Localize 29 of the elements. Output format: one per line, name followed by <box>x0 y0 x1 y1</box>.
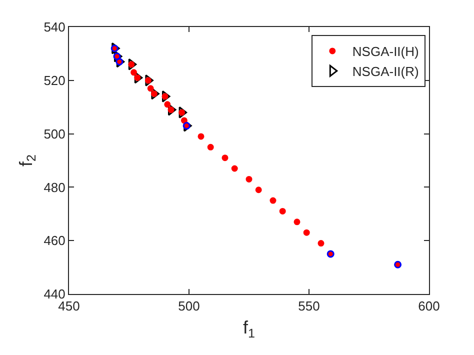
point <box>222 154 228 162</box>
legend-label: NSGA-II(H) <box>352 44 419 60</box>
x-tick-label: 500 <box>178 298 200 314</box>
point <box>270 197 276 204</box>
point <box>164 101 171 108</box>
point <box>130 69 138 76</box>
point <box>294 218 300 226</box>
point <box>198 133 204 140</box>
x-axis-title: f$_{1}$ <box>242 318 256 340</box>
point <box>207 144 214 150</box>
x-tick-label: 550 <box>298 298 320 314</box>
y-tick-label: 520 <box>44 72 66 88</box>
point <box>255 186 262 194</box>
y-tick-label: 540 <box>44 20 66 35</box>
point <box>279 208 286 214</box>
point <box>303 229 310 236</box>
y-tick-label: 480 <box>44 180 66 195</box>
legend-label: NSGA-II(R) <box>352 64 419 79</box>
y-tick-label: 460 <box>44 233 66 248</box>
point <box>231 165 238 172</box>
x-tick-label: 600 <box>418 298 440 314</box>
point <box>180 117 188 124</box>
point <box>318 240 324 247</box>
point <box>134 72 143 84</box>
point <box>178 106 188 118</box>
point <box>147 85 154 92</box>
point <box>128 58 137 70</box>
y-tick-label: 500 <box>44 126 66 142</box>
point <box>246 176 252 182</box>
